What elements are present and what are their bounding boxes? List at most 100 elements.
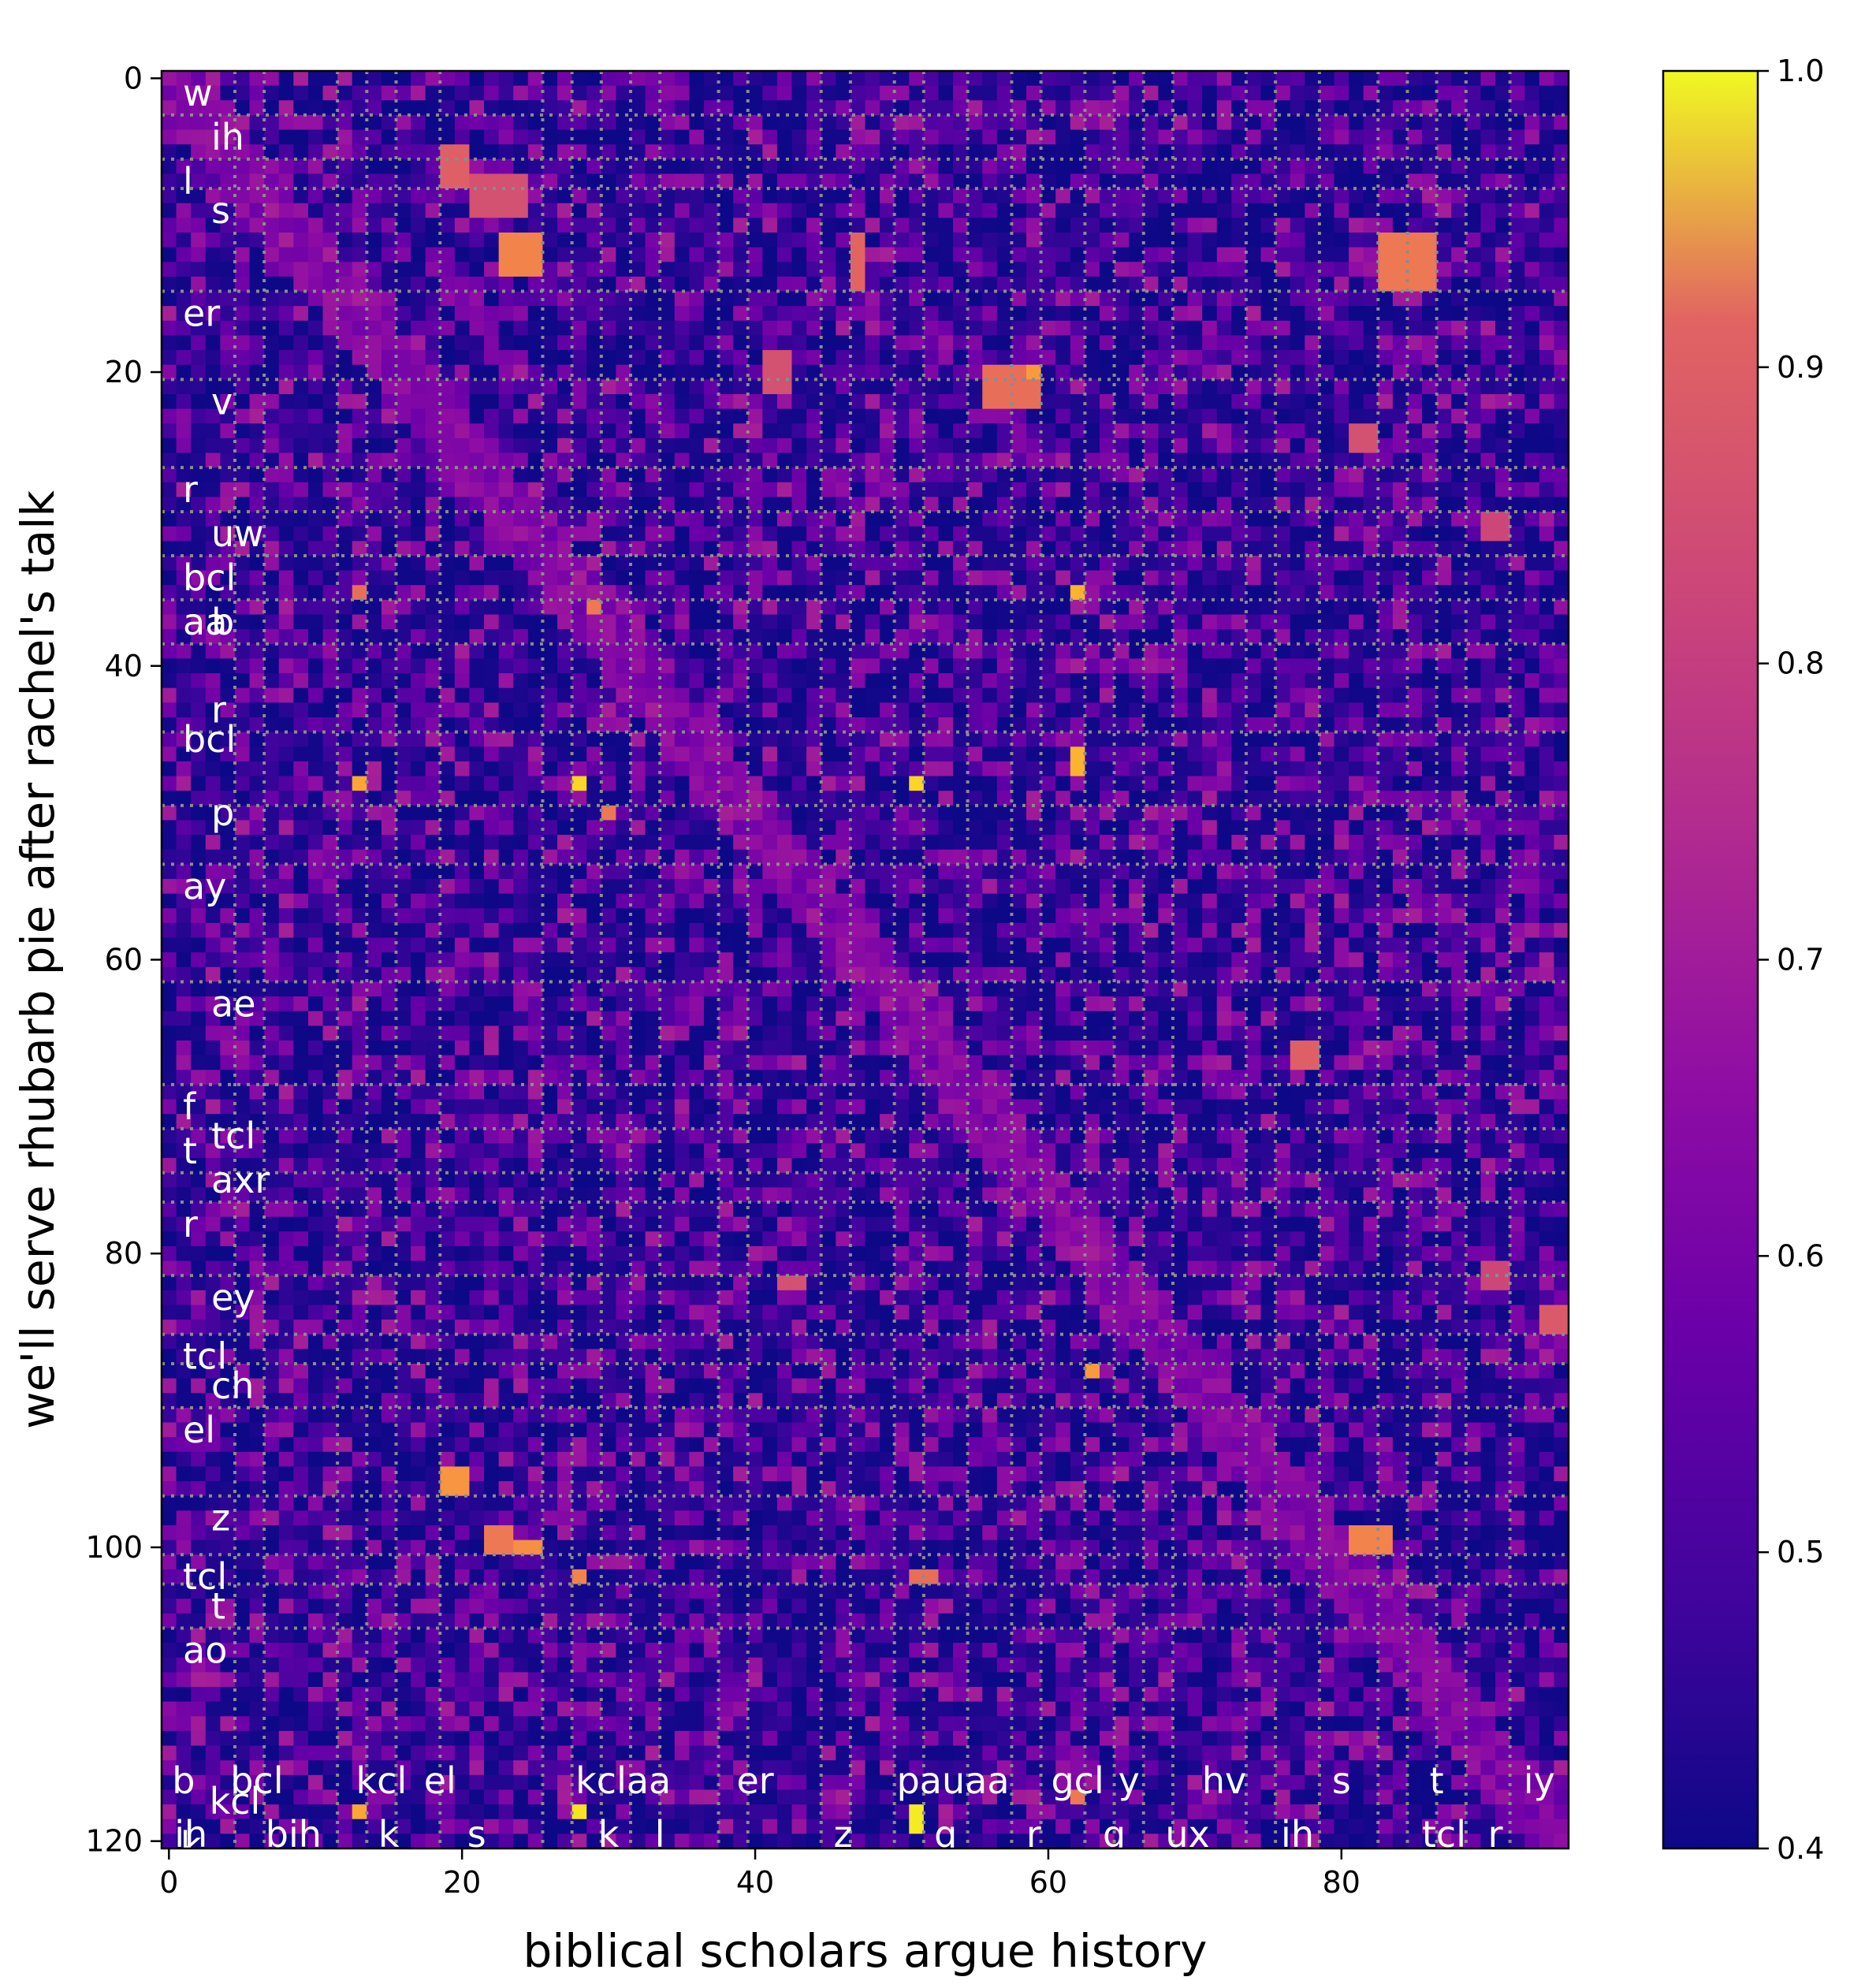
heatmap-cell <box>660 541 676 557</box>
heatmap-cell <box>1451 776 1467 791</box>
heatmap-cell <box>733 320 749 337</box>
heatmap-cell <box>1319 320 1335 337</box>
heatmap-cell <box>307 218 324 233</box>
heatmap-cell <box>1451 364 1467 380</box>
heatmap-cell <box>1216 556 1232 571</box>
heatmap-cell <box>1114 203 1130 218</box>
heatmap-cell <box>571 452 587 468</box>
heatmap-cell <box>938 673 954 689</box>
heatmap-cell <box>322 599 338 616</box>
heatmap-cell <box>1216 247 1232 262</box>
heatmap-cell <box>1465 585 1482 601</box>
heatmap-cell <box>1202 570 1218 586</box>
heatmap-cell <box>454 820 471 836</box>
heatmap-cell <box>586 144 602 160</box>
heatmap-cell <box>1407 320 1423 337</box>
heatmap-cell <box>513 599 529 616</box>
heatmap-cell <box>631 702 646 718</box>
heatmap-cell <box>484 673 500 689</box>
heatmap-cell <box>1114 614 1130 630</box>
heatmap-cell <box>791 791 807 806</box>
heatmap-cell <box>527 687 544 703</box>
heatmap-cell <box>616 761 631 777</box>
heatmap-cell <box>865 350 880 366</box>
heatmap-cell <box>586 776 602 791</box>
heatmap-cell <box>396 497 411 512</box>
heatmap-cell <box>1480 350 1496 366</box>
heatmap-cell <box>1070 173 1085 189</box>
heatmap-cell <box>234 100 251 116</box>
heatmap-cell <box>645 291 661 307</box>
heatmap-cell <box>162 599 177 616</box>
heatmap-cell <box>1202 482 1218 498</box>
heatmap-cell <box>982 71 998 87</box>
heatmap-cell <box>631 262 646 277</box>
heatmap-cell <box>498 556 514 571</box>
heatmap-cell <box>440 556 456 571</box>
heatmap-cell <box>1129 173 1145 189</box>
heatmap-cell <box>278 526 294 542</box>
heatmap-cell <box>821 556 836 571</box>
heatmap-cell <box>1422 687 1438 703</box>
heatmap-cell <box>953 173 969 189</box>
heatmap-cell <box>1040 526 1056 542</box>
heatmap-cell <box>307 761 324 777</box>
heatmap-cell <box>1026 585 1042 601</box>
heatmap-cell <box>1305 188 1320 204</box>
heatmap-cell <box>293 306 309 322</box>
heatmap-cell <box>1187 173 1203 189</box>
heatmap-cell <box>1422 233 1438 248</box>
heatmap-cell <box>1539 379 1554 395</box>
heatmap-cell <box>162 791 177 806</box>
heatmap-cell <box>234 350 251 366</box>
heatmap-cell <box>967 791 983 806</box>
heatmap-cell <box>747 541 763 557</box>
heatmap-cell <box>1114 570 1130 586</box>
heatmap-cell <box>1334 702 1349 718</box>
heatmap-cell <box>1509 599 1525 616</box>
heatmap-cell <box>542 585 558 601</box>
heatmap-cell <box>733 599 749 616</box>
heatmap-cell <box>791 423 807 439</box>
heatmap-cell <box>264 702 280 718</box>
heatmap-cell <box>1158 114 1174 131</box>
heatmap-cell <box>762 129 778 145</box>
heatmap-cell <box>498 306 514 322</box>
heatmap-cell <box>1231 408 1247 424</box>
heatmap-cell <box>1245 394 1262 410</box>
heatmap-cell <box>1378 791 1394 806</box>
heatmap-cell <box>1187 306 1203 322</box>
heatmap-cell <box>1231 276 1247 292</box>
heatmap-cell <box>776 364 793 380</box>
heatmap-cell <box>1539 203 1554 218</box>
heatmap-cell <box>1114 262 1130 277</box>
heatmap-cell <box>865 776 880 791</box>
heatmap-cell <box>967 497 983 512</box>
heatmap-cell <box>469 467 485 483</box>
heatmap-cell <box>865 673 880 689</box>
heatmap-cell <box>191 188 207 204</box>
heatmap-cell <box>747 687 763 703</box>
heatmap-cell <box>337 556 353 571</box>
heatmap-cell <box>1172 658 1189 674</box>
heatmap-cell <box>264 687 280 703</box>
heatmap-cell <box>454 306 471 322</box>
heatmap-cell <box>1216 114 1232 131</box>
heatmap-cell <box>234 233 251 248</box>
heatmap-cell <box>1216 291 1232 307</box>
heatmap-cell <box>293 497 309 512</box>
heatmap-cell <box>205 129 221 145</box>
heatmap-cell <box>1290 673 1305 689</box>
heatmap-cell <box>1026 114 1042 131</box>
heatmap-cell <box>953 512 969 527</box>
heatmap-cell <box>631 746 646 762</box>
heatmap-cell <box>660 394 676 410</box>
heatmap-cell <box>1070 761 1085 777</box>
heatmap-cell <box>1363 467 1379 483</box>
heatmap-cell <box>953 585 969 601</box>
heatmap-cell <box>396 658 411 674</box>
heatmap-cell <box>601 100 616 116</box>
heatmap-cell <box>923 262 940 277</box>
heatmap-cell <box>1349 658 1364 674</box>
heatmap-cell <box>938 702 954 718</box>
